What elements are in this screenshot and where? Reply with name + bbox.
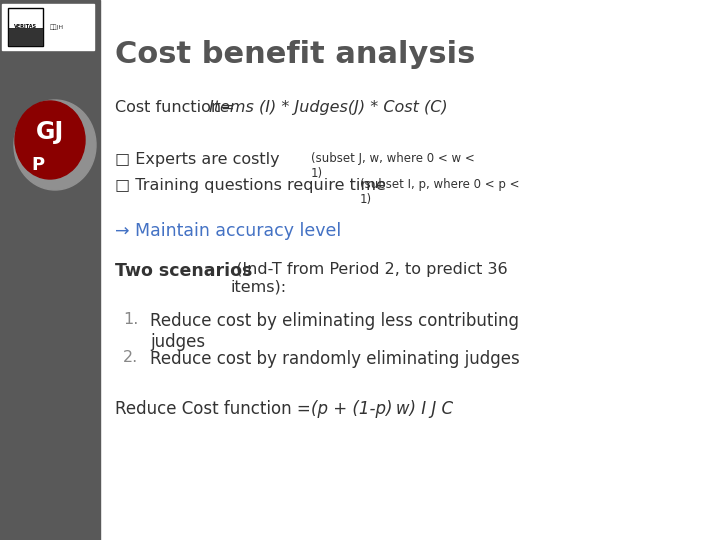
Bar bbox=[2, 4, 94, 50]
Text: (subset J, w, where 0 < w <
1): (subset J, w, where 0 < w < 1) bbox=[311, 152, 474, 180]
Text: 2.: 2. bbox=[123, 350, 138, 365]
Text: Reduce cost by randomly eliminating judges: Reduce cost by randomly eliminating judg… bbox=[150, 350, 520, 368]
Text: (Ind-T from Period 2, to predict 36
items):: (Ind-T from Period 2, to predict 36 item… bbox=[231, 262, 508, 294]
Ellipse shape bbox=[14, 100, 96, 190]
Text: GJ: GJ bbox=[36, 120, 64, 144]
Text: □ Experts are costly: □ Experts are costly bbox=[115, 152, 279, 167]
Text: (subset I, p, where 0 < p <
1): (subset I, p, where 0 < p < 1) bbox=[360, 178, 520, 206]
FancyBboxPatch shape bbox=[8, 28, 43, 46]
Text: Reduce cost by eliminating less contributing
judges: Reduce cost by eliminating less contribu… bbox=[150, 312, 519, 351]
Ellipse shape bbox=[15, 101, 85, 179]
Text: Cost benefit analysis: Cost benefit analysis bbox=[115, 40, 475, 69]
Bar bbox=[0, 0, 100, 540]
Text: 真殿JH: 真殿JH bbox=[50, 24, 64, 30]
Text: Reduce Cost function =: Reduce Cost function = bbox=[115, 400, 316, 418]
Text: P: P bbox=[32, 156, 45, 174]
Text: → Maintain accuracy level: → Maintain accuracy level bbox=[115, 222, 341, 240]
Text: □ Training questions require time: □ Training questions require time bbox=[115, 178, 386, 193]
Text: 1.: 1. bbox=[123, 312, 138, 327]
Text: (p + (1-p) w) I J C: (p + (1-p) w) I J C bbox=[311, 400, 453, 418]
Text: VERITAS: VERITAS bbox=[14, 24, 37, 30]
Text: Cost function=: Cost function= bbox=[115, 100, 240, 115]
Text: Items (I) * Judges(J) * Cost (C): Items (I) * Judges(J) * Cost (C) bbox=[209, 100, 448, 115]
FancyBboxPatch shape bbox=[8, 8, 43, 46]
Text: Two scenarios: Two scenarios bbox=[115, 262, 253, 280]
